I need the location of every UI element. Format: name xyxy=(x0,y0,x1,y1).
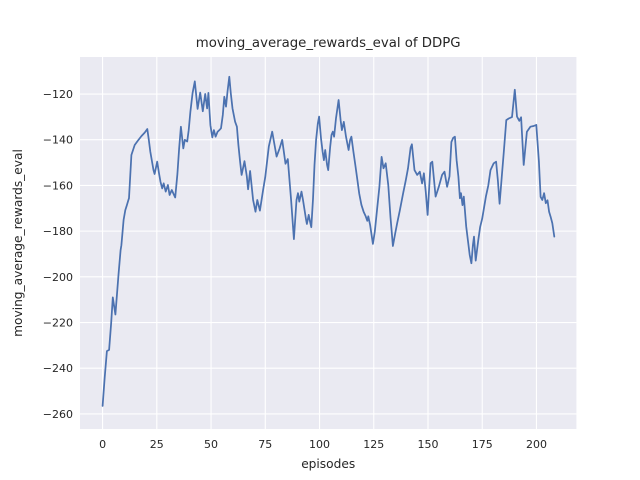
reward-series-line xyxy=(101,75,556,407)
x-tick-label: 100 xyxy=(309,438,330,451)
y-axis-label: moving_average_rewards_eval xyxy=(11,149,25,337)
y-tick-label: −140 xyxy=(43,134,73,147)
x-tick-label: 25 xyxy=(150,438,164,451)
y-tick-label: −200 xyxy=(43,271,73,284)
y-tick-label: −180 xyxy=(43,225,73,238)
x-tick-label: 200 xyxy=(526,438,547,451)
y-tick-label: −220 xyxy=(43,317,73,330)
y-tick-labels: −260 −240 −220 −200 −180 −160 −140 −120 xyxy=(43,88,73,421)
y-tick-label: −240 xyxy=(43,362,73,375)
plot-area xyxy=(80,57,577,429)
x-tick-label: 0 xyxy=(99,438,106,451)
x-tick-label: 125 xyxy=(363,438,384,451)
chart-title: moving_average_rewards_eval of DDPG xyxy=(196,36,461,51)
x-tick-label: 75 xyxy=(258,438,272,451)
x-tick-label: 150 xyxy=(418,438,439,451)
y-tick-label: −120 xyxy=(43,88,73,101)
y-tick-label: −160 xyxy=(43,179,73,192)
x-tick-label: 175 xyxy=(472,438,493,451)
x-tick-labels: 0 25 50 75 100 125 150 175 200 xyxy=(99,438,547,451)
x-tick-label: 50 xyxy=(204,438,218,451)
x-axis-label: episodes xyxy=(301,457,355,471)
y-tick-label: −260 xyxy=(43,408,73,421)
